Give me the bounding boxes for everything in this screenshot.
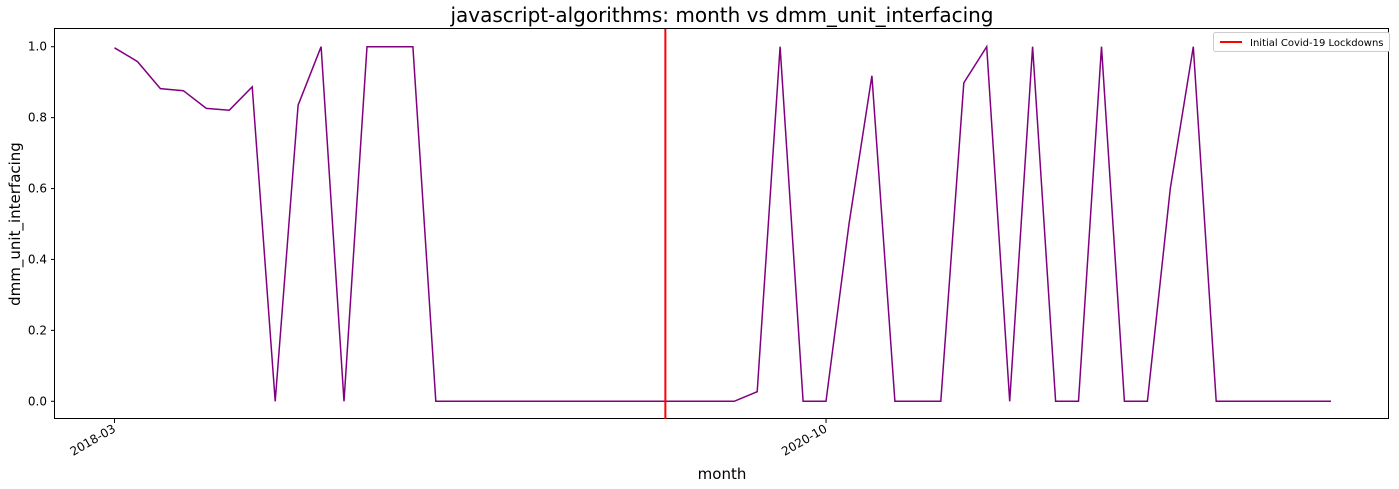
y-tick-label: 0.0 — [28, 394, 47, 408]
y-tick-label: 0.8 — [28, 111, 47, 125]
legend: Initial Covid-19 Lockdowns — [1213, 32, 1390, 52]
y-tick-label: 0.2 — [28, 323, 47, 337]
x-axis-label: month — [698, 465, 747, 483]
chart-title: javascript-algorithms: month vs dmm_unit… — [449, 3, 993, 27]
y-tick-label: 0.6 — [28, 182, 47, 196]
x-tick-label: 2020-10 — [779, 421, 829, 458]
y-tick-label: 1.0 — [28, 40, 47, 54]
y-axis: 0.0 0.2 0.4 0.6 0.8 1.0 — [28, 40, 55, 408]
y-tick-label: 0.4 — [28, 252, 47, 266]
legend-box — [1213, 32, 1390, 52]
series-layer — [114, 44, 1331, 403]
legend-label: Initial Covid-19 Lockdowns — [1250, 38, 1384, 49]
x-axis: 2018-03 2020-10 — [68, 419, 830, 459]
series-line — [114, 44, 1331, 403]
x-tick-label: 2018-03 — [68, 421, 118, 458]
y-axis-label: dmm_unit_interfacing — [6, 142, 25, 306]
plot-area — [54, 28, 1389, 419]
